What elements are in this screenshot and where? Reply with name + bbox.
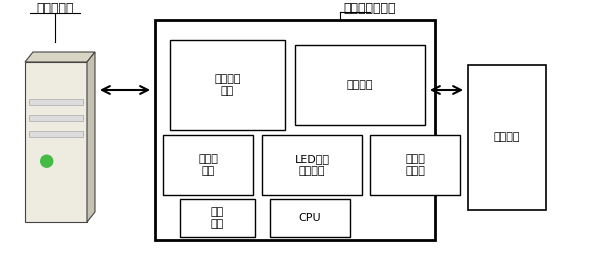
Circle shape [41, 155, 53, 167]
Bar [170, 40, 285, 130]
Text: 无线税源监测器: 无线税源监测器 [344, 2, 396, 14]
Text: 后台服务器: 后台服务器 [36, 2, 74, 14]
Bar [29, 99, 83, 105]
Bar [270, 199, 350, 237]
Bar [180, 199, 255, 237]
Text: 后备
电源: 后备 电源 [211, 207, 224, 229]
Text: 无线通讯
模块: 无线通讯 模块 [215, 74, 241, 96]
Text: 接口模块: 接口模块 [347, 80, 374, 90]
Bar [295, 45, 425, 125]
Text: 实时时
钟模块: 实时时 钟模块 [405, 154, 425, 176]
Text: 税源终端: 税源终端 [493, 133, 520, 142]
Polygon shape [25, 62, 87, 222]
Text: CPU: CPU [298, 213, 322, 223]
Bar [163, 135, 253, 195]
Text: 存储器
模块: 存储器 模块 [198, 154, 218, 176]
Bar [262, 135, 362, 195]
Bar [29, 131, 83, 137]
Bar [468, 65, 546, 210]
Bar [29, 115, 83, 121]
Bar [155, 20, 435, 240]
Text: LED状态
指示模块: LED状态 指示模块 [294, 154, 330, 176]
Bar [370, 135, 460, 195]
Polygon shape [25, 52, 95, 62]
Polygon shape [87, 52, 95, 222]
